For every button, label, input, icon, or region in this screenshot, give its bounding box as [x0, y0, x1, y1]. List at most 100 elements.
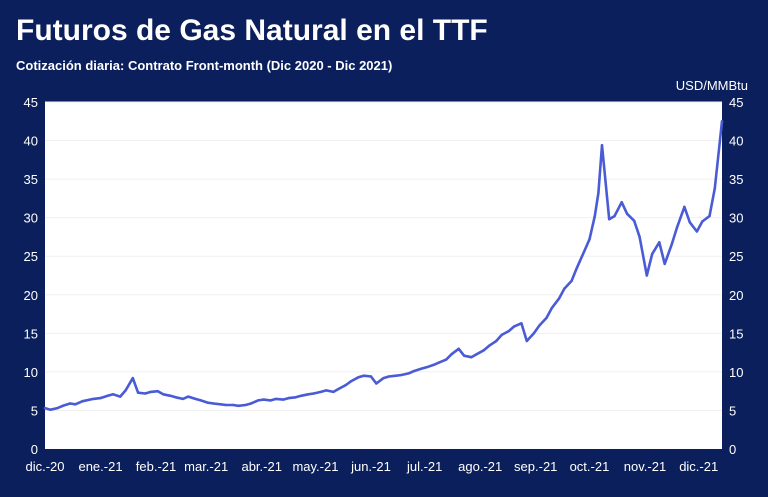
data-point: [294, 396, 297, 399]
data-point: [588, 238, 591, 241]
data-point: [425, 366, 428, 369]
data-point: [550, 306, 554, 310]
data-point: [224, 403, 228, 407]
data-point: [432, 363, 435, 367]
data-point: [219, 403, 222, 406]
data-point: [620, 201, 623, 204]
x-tick-label: ago.-21: [458, 459, 502, 474]
y-tick-label-left: 45: [24, 95, 38, 110]
data-point: [683, 205, 686, 209]
data-point: [387, 375, 391, 378]
data-point: [262, 398, 265, 401]
x-axis: dic.-20 ene.-21 feb.-21 mar.-21 abr.-21 may.-…: [25, 459, 718, 474]
data-point: [111, 393, 115, 396]
plot-area: [45, 102, 722, 449]
data-point: [362, 374, 365, 377]
x-tick-label: oct.-21: [570, 459, 610, 474]
x-tick-label: abr.-21: [241, 459, 281, 474]
y-tick-label-left: 15: [24, 326, 38, 341]
data-point: [625, 212, 629, 215]
data-point: [375, 382, 378, 385]
data-point: [149, 390, 152, 394]
data-point: [231, 403, 235, 407]
data-point: [237, 404, 240, 407]
y-tick-label-right: 30: [729, 211, 743, 226]
data-point: [350, 379, 353, 383]
data-point: [500, 333, 503, 337]
chart-subtitle: Cotización diaria: Contrato Front-month …: [16, 58, 393, 73]
data-point: [92, 397, 95, 401]
data-point: [676, 225, 679, 229]
y-tick-label-left: 35: [24, 172, 38, 187]
data-point: [593, 214, 596, 218]
x-tick-label: jul.-21: [406, 459, 442, 474]
data-point: [437, 361, 441, 364]
data-point: [663, 262, 666, 266]
data-point: [382, 376, 385, 380]
data-point: [482, 349, 485, 352]
y-tick-label-right: 20: [729, 288, 743, 303]
x-tick-label: dic.-20: [25, 459, 64, 474]
data-point: [419, 367, 423, 370]
data-point: [187, 395, 190, 398]
data-point: [670, 242, 674, 246]
data-point: [695, 230, 699, 233]
data-point: [412, 369, 416, 373]
x-tick-label: feb.-21: [136, 459, 176, 474]
data-point: [287, 396, 290, 400]
data-point: [488, 344, 491, 347]
x-tick-label: nov.-21: [624, 459, 666, 474]
data-point: [638, 235, 641, 239]
data-point: [507, 329, 511, 333]
data-point: [169, 394, 172, 397]
data-point: [394, 374, 398, 377]
data-point: [325, 389, 328, 392]
data-point: [344, 383, 348, 387]
x-tick-label: jun.-21: [350, 459, 391, 474]
data-point: [400, 373, 403, 377]
data-point: [136, 391, 140, 394]
data-point: [256, 399, 260, 402]
y-tick-label-right: 45: [729, 95, 743, 110]
data-point: [613, 214, 616, 218]
data-point: [575, 266, 579, 269]
data-point: [156, 390, 159, 393]
data-point: [206, 401, 210, 404]
data-point: [450, 353, 453, 356]
data-point: [495, 339, 498, 343]
unit-label: USD/MMBtu: [675, 78, 748, 93]
y-tick-label-left: 30: [24, 211, 38, 226]
data-point: [570, 279, 573, 283]
data-point: [319, 390, 322, 394]
x-tick-label: mar.-21: [184, 459, 228, 474]
data-point: [688, 221, 691, 224]
data-point: [651, 252, 654, 256]
chart-title: Futuros de Gas Natural en el TTF: [16, 14, 488, 47]
y-tick-label-right: 25: [729, 249, 743, 264]
data-point: [457, 347, 460, 350]
data-point: [194, 397, 197, 401]
y-tick-label-left: 25: [24, 249, 38, 264]
gridlines: [45, 101, 722, 411]
data-point: [407, 372, 410, 375]
data-point: [597, 191, 600, 195]
data-point: [124, 389, 127, 392]
y-tick-label-left: 0: [31, 442, 38, 457]
data-point: [608, 218, 611, 221]
data-point: [658, 241, 661, 244]
x-tick-label: dic.-21: [679, 459, 718, 474]
data-point: [557, 297, 561, 300]
data-point: [61, 404, 65, 407]
data-point: [532, 332, 536, 335]
data-point: [332, 390, 335, 394]
data-point: [81, 400, 84, 403]
data-point: [312, 392, 315, 395]
data-point: [119, 395, 122, 398]
data-point: [720, 120, 724, 123]
data-point: [43, 406, 47, 410]
x-tick-label: ene.-21: [78, 459, 122, 474]
data-point: [56, 406, 59, 410]
data-point: [68, 402, 72, 405]
